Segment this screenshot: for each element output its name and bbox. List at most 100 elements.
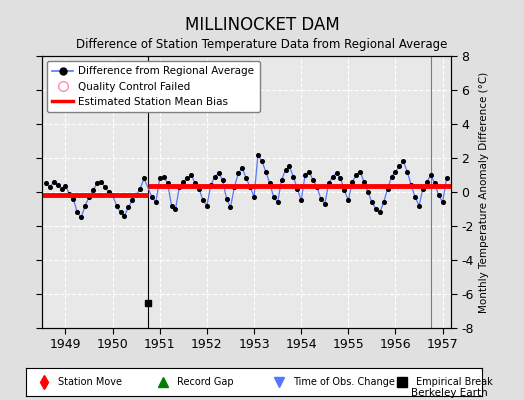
Point <box>116 209 125 216</box>
Point <box>46 184 54 190</box>
Point <box>403 168 411 175</box>
Point <box>266 180 274 187</box>
Point <box>58 185 66 192</box>
Point <box>183 175 191 182</box>
Point <box>356 168 364 175</box>
Point <box>132 192 140 198</box>
Point <box>329 174 337 180</box>
Text: Record Gap: Record Gap <box>177 377 233 387</box>
Point <box>167 202 176 209</box>
Point <box>395 163 403 170</box>
Point <box>407 182 416 188</box>
Point <box>309 177 317 183</box>
Point <box>159 174 168 180</box>
Point <box>321 201 329 207</box>
Point <box>281 167 290 173</box>
Point <box>93 180 101 187</box>
Text: Station Move: Station Move <box>58 377 122 387</box>
Point <box>293 185 301 192</box>
Point <box>179 178 188 185</box>
Point <box>191 180 199 187</box>
Y-axis label: Monthly Temperature Anomaly Difference (°C): Monthly Temperature Anomaly Difference (… <box>479 71 489 313</box>
Point <box>226 204 235 210</box>
Point <box>238 165 246 171</box>
Point <box>340 187 348 194</box>
Point <box>214 170 223 176</box>
Point <box>49 178 58 185</box>
Point <box>352 172 361 178</box>
Point <box>175 184 183 190</box>
Point <box>258 158 266 165</box>
Point <box>104 189 113 195</box>
Point <box>120 212 128 219</box>
Point <box>332 170 341 176</box>
Point <box>230 184 238 190</box>
Point <box>372 206 380 212</box>
Point <box>81 202 89 209</box>
Point <box>219 177 227 183</box>
Point <box>285 163 293 170</box>
Legend: Difference from Regional Average, Quality Control Failed, Estimated Station Mean: Difference from Regional Average, Qualit… <box>47 61 259 112</box>
Point <box>77 214 85 221</box>
Point <box>439 199 447 205</box>
Point <box>242 175 250 182</box>
Point <box>187 172 195 178</box>
Point <box>89 187 97 194</box>
Point <box>222 196 231 202</box>
Point <box>415 202 423 209</box>
Point <box>96 178 105 185</box>
Point <box>101 184 109 190</box>
Point <box>69 196 78 202</box>
Text: Empirical Break: Empirical Break <box>416 377 493 387</box>
Point <box>195 185 203 192</box>
Point <box>348 178 356 185</box>
Point <box>261 168 270 175</box>
Text: Time of Obs. Change: Time of Obs. Change <box>293 377 395 387</box>
Point <box>336 175 345 182</box>
Point <box>124 204 133 210</box>
Point <box>419 185 427 192</box>
Point <box>136 185 144 192</box>
Point <box>442 175 451 182</box>
Point <box>254 151 262 158</box>
Point <box>151 199 160 205</box>
Point <box>112 202 121 209</box>
Point <box>316 196 325 202</box>
Point <box>140 175 148 182</box>
Point <box>163 180 172 187</box>
Point <box>305 168 313 175</box>
Point <box>85 194 93 200</box>
Point <box>65 190 73 197</box>
Point <box>411 194 419 200</box>
Point <box>128 197 136 204</box>
Point <box>41 180 50 187</box>
Point <box>156 175 164 182</box>
Text: Difference of Station Temperature Data from Regional Average: Difference of Station Temperature Data f… <box>77 38 447 51</box>
Point <box>246 184 254 190</box>
Text: MILLINOCKET DAM: MILLINOCKET DAM <box>184 16 340 34</box>
Point <box>324 180 333 187</box>
Point <box>399 158 408 165</box>
Point <box>269 194 278 200</box>
Point <box>274 199 282 205</box>
Point <box>61 183 70 189</box>
Point <box>423 178 431 185</box>
Point <box>360 178 368 185</box>
Point <box>427 172 435 178</box>
Point <box>171 206 180 212</box>
Text: Berkeley Earth: Berkeley Earth <box>411 388 487 398</box>
Point <box>148 194 156 200</box>
Point <box>297 197 305 204</box>
Point <box>434 192 443 198</box>
Point <box>344 197 353 204</box>
Point <box>313 184 321 190</box>
Point <box>379 199 388 205</box>
Point <box>384 185 392 192</box>
Point <box>203 202 211 209</box>
Point <box>391 168 400 175</box>
Point <box>73 209 81 216</box>
Point <box>211 174 219 180</box>
Point <box>376 209 384 216</box>
Point <box>199 197 207 204</box>
Point <box>289 174 298 180</box>
